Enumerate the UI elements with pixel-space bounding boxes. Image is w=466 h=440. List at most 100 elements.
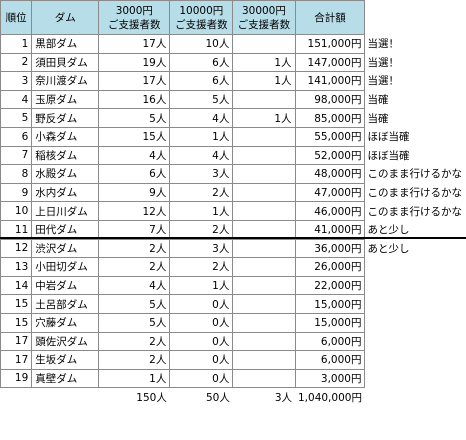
supporters-30000-cell <box>232 350 296 370</box>
supporters-3000-cell: 2人 <box>98 238 171 259</box>
header-10000: 10000円 ご支援者数 <box>169 0 234 35</box>
table-row: 6 小森ダム 15人 1人 55,000円 ほぼ当確 <box>0 126 466 147</box>
supporters-30000-cell <box>232 182 296 203</box>
header-10000-label: ご支援者数 <box>175 18 228 31</box>
status-note <box>365 276 466 295</box>
supporters-10000-cell: 3人 <box>169 238 234 259</box>
supporters-10000-cell: 5人 <box>169 89 234 110</box>
rank-cell: 7 <box>0 145 33 166</box>
supporters-30000-cell: 1人 <box>232 108 296 128</box>
table-row: 1 黒部ダム 17人 10人 151,000円 当選！ <box>0 34 466 54</box>
table-row: 9 水内ダム 9人 2人 47,000円 このまま行けるかな <box>0 182 466 203</box>
status-note <box>365 258 466 277</box>
dam-name-cell: 黒部ダム <box>31 34 100 54</box>
rank-cell: 8 <box>0 164 33 184</box>
supporters-3000-cell: 6人 <box>98 164 171 184</box>
header-10000-amount: 10000円 <box>179 4 224 17</box>
supporters-3000-cell: 1人 <box>98 368 171 389</box>
supporters-3000-cell: 2人 <box>98 257 171 277</box>
status-note <box>365 313 466 332</box>
total-amount-cell: 22,000円 <box>294 275 366 296</box>
table-row: 12 渋沢ダム 2人 3人 36,000円 あと少し <box>0 238 466 259</box>
total-amount-cell: 46,000円 <box>294 201 366 221</box>
table-row: 17 生坂ダム 2人 0人 6,000円 <box>0 350 466 370</box>
supporters-10000-cell: 2人 <box>169 257 234 277</box>
total-amount-cell: 26,000円 <box>294 257 366 277</box>
rank-cell: 9 <box>0 182 33 203</box>
table-row: 2 須田貝ダム 19人 6人 1人 147,000円 当選！ <box>0 52 466 73</box>
supporters-3000-cell: 5人 <box>98 294 171 314</box>
status-note: 当選！ <box>367 38 399 51</box>
supporters-10000-cell: 6人 <box>169 71 234 91</box>
status-note: ほぼ当確 <box>367 131 410 144</box>
supporters-3000-cell: 17人 <box>98 71 171 91</box>
supporters-30000-cell <box>232 238 296 259</box>
supporters-30000-cell <box>232 164 296 184</box>
status-note: 当確 <box>367 94 389 107</box>
dam-name-cell: 土呂部ダム <box>31 294 100 314</box>
supporters-10000-cell: 1人 <box>169 201 234 221</box>
table-row: 15 穴藤ダム 5人 0人 15,000円 <box>0 312 466 333</box>
total-amount-cell: 6,000円 <box>294 331 366 352</box>
total-amount-cell: 141,000円 <box>294 71 366 91</box>
status-note: あと少し <box>367 242 410 255</box>
supporters-3000-cell: 19人 <box>98 52 171 73</box>
rank-cell: 1 <box>0 34 33 54</box>
supporters-10000-cell: 0人 <box>169 331 234 352</box>
dam-name-cell: 真壁ダム <box>31 368 100 389</box>
supporters-30000-cell <box>232 368 296 389</box>
table-row: 10 上日川ダム 12人 1人 46,000円 このまま行けるかな <box>0 201 466 221</box>
dam-name-cell: 稲核ダム <box>31 145 100 166</box>
table-row: 14 中岩ダム 4人 1人 22,000円 <box>0 275 466 296</box>
supporters-3000-cell: 5人 <box>98 108 171 128</box>
status-note <box>365 351 466 370</box>
table-row: 7 稲核ダム 4人 4人 52,000円 ほぼ当確 <box>0 145 466 166</box>
grand-total: 1,040,000円 <box>298 391 362 404</box>
status-note: 当選！ <box>367 75 399 88</box>
dam-name-cell: 渋沢ダム <box>31 238 100 259</box>
table-row: 17 頭佐沢ダム 2人 0人 6,000円 <box>0 331 466 352</box>
rank-cell: 2 <box>0 52 33 73</box>
table-row: 5 野反ダム 5人 4人 1人 85,000円 当確 <box>0 108 466 128</box>
totals-row: 150人 50人 3人 1,040,000円 <box>1 388 466 407</box>
status-note: このまま行けるかな <box>367 205 462 218</box>
total-amount-cell: 6,000円 <box>294 350 366 370</box>
rank-cell: 14 <box>0 275 33 296</box>
dam-name-cell: 水殿ダム <box>31 164 100 184</box>
supporters-3000-cell: 17人 <box>98 34 171 54</box>
supporters-10000-cell: 2人 <box>169 182 234 203</box>
rank-cell: 17 <box>0 331 33 352</box>
supporters-10000-cell: 10人 <box>169 34 234 54</box>
dam-name-cell: 中岩ダム <box>31 275 100 296</box>
supporters-10000-cell: 4人 <box>169 108 234 128</box>
total-amount-cell: 47,000円 <box>294 182 366 203</box>
supporters-3000-cell: 4人 <box>98 145 171 166</box>
status-note: このまま行けるかな <box>367 187 462 200</box>
header-30000-amount: 30000円 <box>241 4 286 17</box>
header-note <box>365 1 466 35</box>
supporters-10000-cell: 4人 <box>169 145 234 166</box>
table-row: 3 奈川渡ダム 17人 6人 1人 141,000円 当選！ <box>0 71 466 91</box>
supporters-10000-cell: 6人 <box>169 52 234 73</box>
rank-cell: 3 <box>0 71 33 91</box>
supporters-30000-cell: 1人 <box>232 71 296 91</box>
dam-name-cell: 小田切ダム <box>31 257 100 277</box>
dam-ranking-table: 順位 ダム 3000円 ご支援者数 10000円 ご支援者数 30000円 ご支援者数… <box>0 0 466 407</box>
header-dam: ダム <box>31 0 100 35</box>
supporters-30000-cell <box>232 331 296 352</box>
totals-dam <box>32 388 99 407</box>
supporters-3000-cell: 16人 <box>98 89 171 110</box>
supporters-30000-cell <box>232 201 296 221</box>
total-amount-cell: 147,000円 <box>294 52 366 73</box>
supporters-10000-cell: 0人 <box>169 312 234 333</box>
cutoff-line <box>0 237 466 239</box>
dam-name-cell: 上日川ダム <box>31 201 100 221</box>
header-3000: 3000円 ご支援者数 <box>98 0 171 35</box>
header-3000-amount: 3000円 <box>115 4 153 17</box>
supporters-3000-cell: 4人 <box>98 275 171 296</box>
status-note <box>365 295 466 314</box>
dam-name-cell: 生坂ダム <box>31 350 100 370</box>
total-amount-cell: 85,000円 <box>294 108 366 128</box>
rank-cell: 10 <box>0 201 33 221</box>
dam-name-cell: 頭佐沢ダム <box>31 331 100 352</box>
